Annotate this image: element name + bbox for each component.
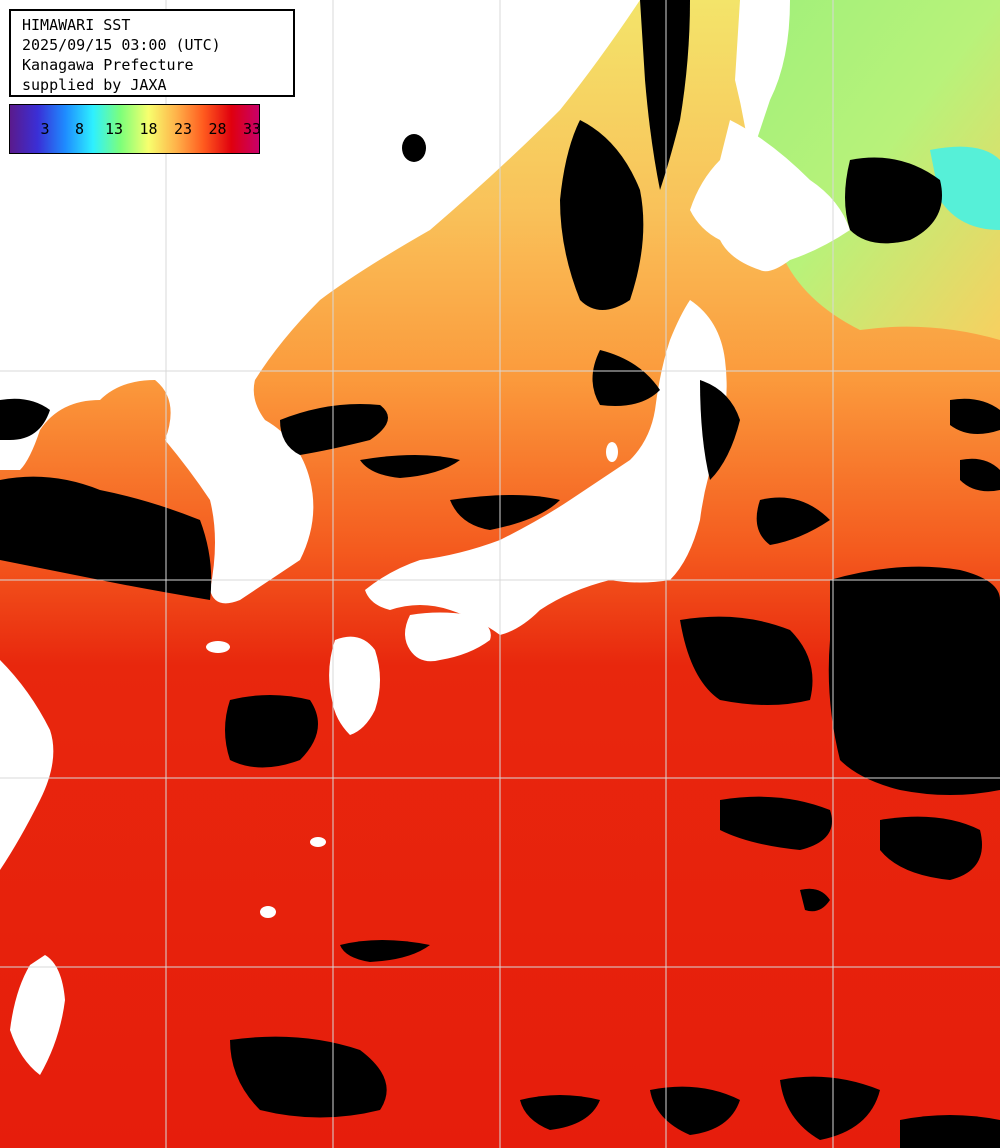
region-label: Kanagawa Prefecture: [22, 56, 194, 74]
credit-label: supplied by JAXA: [22, 76, 167, 94]
colorbar-tick: 3: [40, 120, 50, 138]
datetime-label: 2025/09/15 03:00 (UTC): [22, 36, 221, 54]
sst-colorbar: 3 8 13 18 23 28 33: [9, 104, 262, 154]
land-china-coast: [0, 660, 54, 870]
land-island-sado: [606, 442, 618, 462]
colorbar-tick: 33: [242, 120, 262, 138]
colorbar-tick: 18: [139, 120, 158, 138]
colorbar-ticks: 3 8 13 18 23 28 33: [10, 105, 262, 153]
colorbar-tick: 13: [104, 120, 124, 138]
info-box: HIMAWARI SST 2025/09/15 03:00 (UTC) Kana…: [9, 9, 295, 97]
colorbar-tick: 8: [74, 120, 85, 138]
land-sakhalin: [735, 0, 790, 160]
land-shikoku: [405, 612, 491, 662]
colorbar-tick: 28: [208, 120, 227, 138]
land-ryukyu-1: [310, 837, 326, 847]
cold-water-patch: [930, 146, 1000, 230]
land-jeju: [206, 641, 230, 653]
colorbar-tick: 23: [173, 120, 193, 138]
land-ryukyu-2: [260, 906, 276, 918]
land-taiwan: [10, 955, 65, 1075]
land-kyushu: [329, 636, 380, 735]
land-island-north: [402, 134, 426, 162]
land-hokkaido: [690, 120, 850, 272]
land-honshu: [365, 300, 727, 635]
product-title: HIMAWARI SST: [22, 16, 131, 34]
